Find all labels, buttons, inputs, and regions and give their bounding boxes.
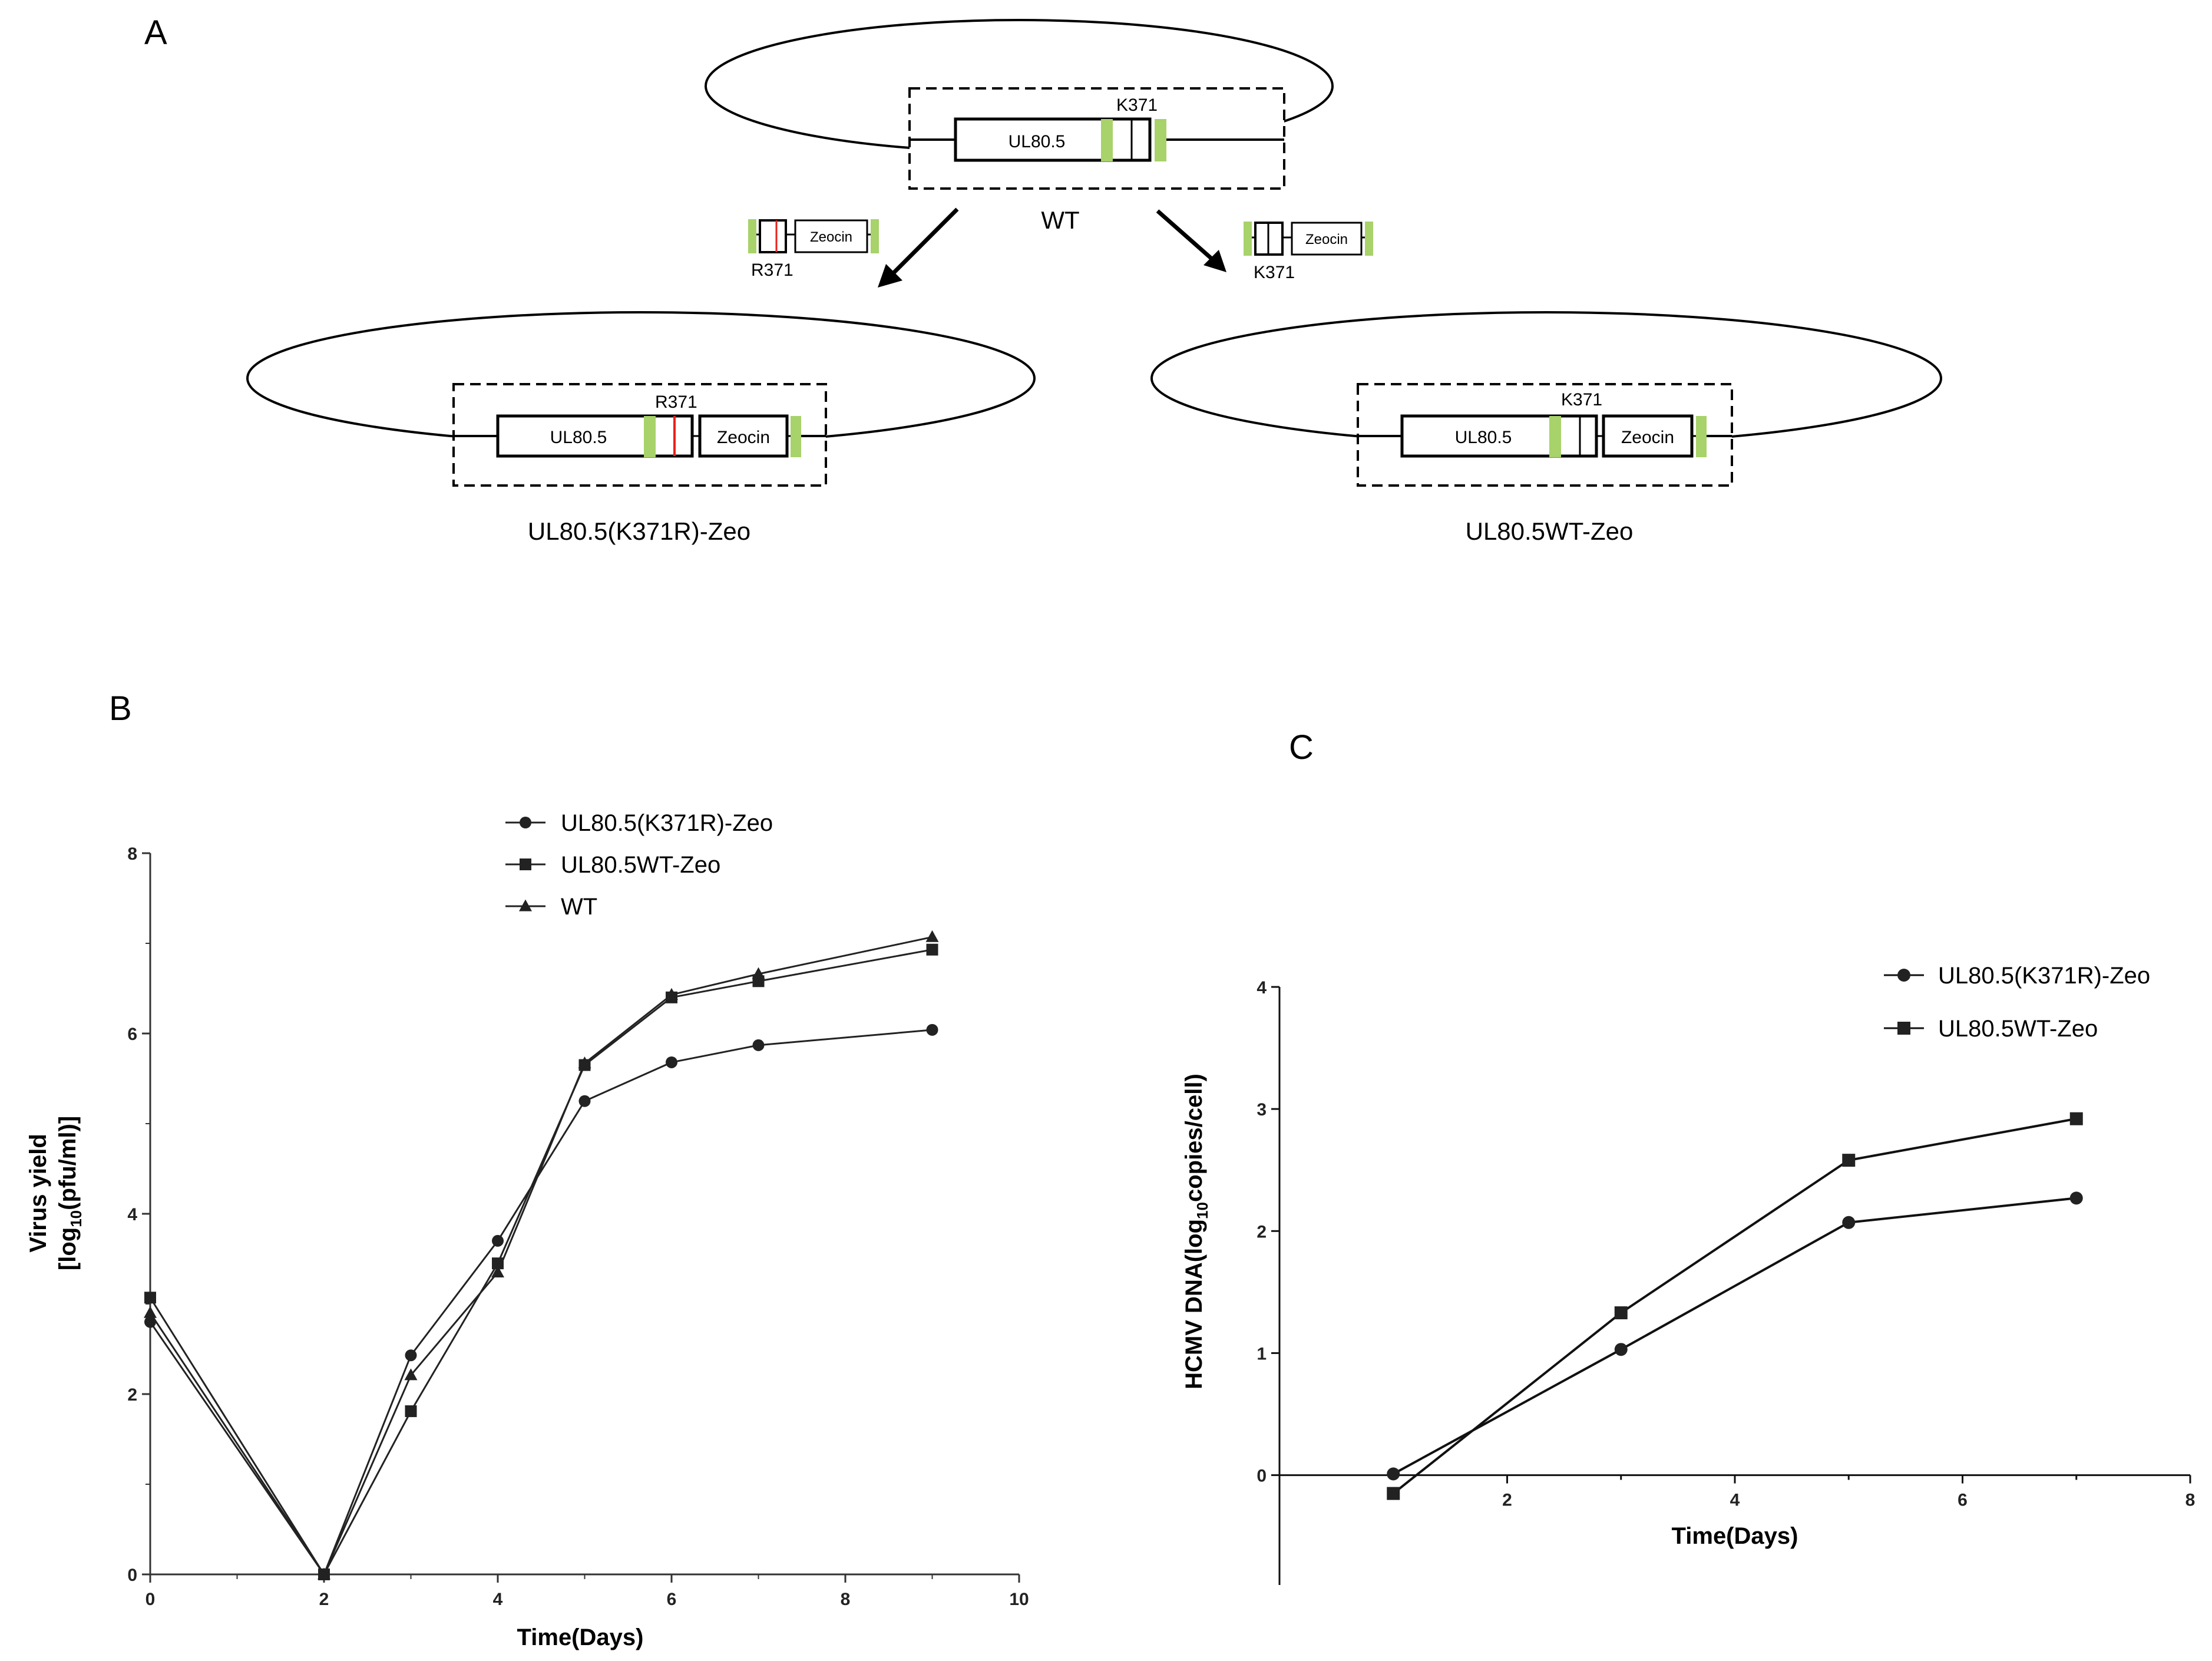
chart-c-y-tick-label: 0 <box>1257 1467 1267 1486</box>
chart-b-point <box>665 988 678 1000</box>
chart-b-legend-label: UL80.5(K371R)-Zeo <box>561 810 773 836</box>
chart-b-y-tick-label: 8 <box>127 844 137 864</box>
left-donor-r371: R371 <box>751 260 793 280</box>
chart-b-point <box>925 930 939 942</box>
chart-b-y-tick-label: 4 <box>127 1205 137 1224</box>
chart-b-legend-marker <box>520 858 531 870</box>
chart-b-ylabel-line2: [log10(pfu/ml)] <box>55 1116 85 1270</box>
chart-c-y-tick-label: 1 <box>1257 1344 1267 1363</box>
chart-c-series-line <box>1393 1117 2077 1495</box>
chart-c-x-tick-label: 8 <box>2185 1491 2196 1510</box>
chart-b-x-tick-label: 4 <box>493 1590 503 1609</box>
chart-b-point <box>405 1349 417 1362</box>
chart-b-x-tick-label: 0 <box>146 1590 156 1609</box>
chart-b-point <box>926 943 938 956</box>
k371r-zeocin: Zeocin <box>717 428 770 447</box>
chart-b-x-tick-label: 2 <box>319 1590 329 1609</box>
left-donor-fragment: Zeocin R371 <box>748 219 879 280</box>
chart-b-y-tick-label: 0 <box>127 1566 137 1585</box>
chart-b-point <box>492 1234 504 1247</box>
chart-b-series-line <box>149 1029 933 1577</box>
chart-b-y-tick-label: 2 <box>127 1385 137 1405</box>
right-donor-zeocin: Zeocin <box>1305 232 1348 247</box>
panel-c: C 2 4 6 8 0 1 2 3 4 UL80.5(K371R)-Zeo UL80.5WT-Zeo… <box>1181 728 2195 1585</box>
chart-b-legend-label: WT <box>561 894 597 920</box>
chart-c-legend-marker <box>1897 969 1910 982</box>
chart-c-ylabel-text: HCMV DNA(log10copies/cell) <box>1181 1074 1211 1389</box>
chart-b-point <box>404 1368 418 1381</box>
left-donor-zeocin: Zeocin <box>810 229 852 245</box>
chart-b-legend-label: UL80.5WT-Zeo <box>561 852 720 878</box>
chart-c-point <box>2069 1191 2083 1205</box>
right-donor-k371: K371 <box>1254 263 1295 282</box>
right-donor-fragment: Zeocin K371 <box>1244 222 1373 282</box>
chart-b-legend-marker <box>519 899 532 912</box>
chart-c-point <box>1842 1216 1856 1229</box>
chart-b-point <box>405 1405 417 1418</box>
chart-c-legend-label: UL80.5(K371R)-Zeo <box>1938 963 2150 989</box>
chart-c-point <box>1614 1306 1628 1320</box>
chart-b-point <box>666 1056 677 1068</box>
chart-b-legend-marker <box>520 817 531 828</box>
wt-plasmid: UL80.5 K371 WT <box>705 19 1334 234</box>
panel-b: B 0 2 4 6 8 10 0 2 4 6 8 UL80.5(K371R)-Zeo UL80.5WT-… <box>25 689 1029 1650</box>
chart-c-x-tick-label: 4 <box>1730 1491 1740 1510</box>
chart-c-xlabel: Time(Days) <box>1672 1523 1798 1549</box>
chart-b-x-tick-label: 6 <box>667 1590 677 1609</box>
chart-b-series-line <box>149 936 933 1577</box>
chart-b-ylabel: Virus yield [log10(pfu/ml)] <box>25 1116 85 1270</box>
chart-b-point <box>752 1039 765 1051</box>
chart-c-y-tick-label: 4 <box>1257 978 1267 998</box>
chart-c-series-line <box>1393 1197 2077 1475</box>
chart-b-x-tick-label: 8 <box>841 1590 851 1609</box>
k371r-gene-label: UL80.5 <box>550 428 607 447</box>
panel-a: A UL80.5 K371 WT <box>144 14 1942 545</box>
chart-c-x-tick-label: 6 <box>1958 1491 1968 1510</box>
chart-b-point <box>578 1095 591 1107</box>
chart-b-point <box>318 1567 330 1580</box>
chart-c-point <box>1614 1343 1628 1356</box>
wt-gene-label: UL80.5 <box>1009 132 1066 151</box>
chart-c-point <box>2069 1112 2083 1125</box>
chart-b-point <box>144 1316 156 1328</box>
chart-b-point <box>752 967 765 979</box>
arrows <box>878 207 1226 288</box>
chart-b-point <box>144 1292 156 1304</box>
chart-c-x-tick-label: 2 <box>1502 1491 1512 1510</box>
chart-c-point <box>1842 1154 1856 1167</box>
chart-c-point <box>1387 1487 1400 1500</box>
k371r-r371-label: R371 <box>655 392 697 412</box>
wt-zeo-zeocin: Zeocin <box>1621 428 1674 447</box>
chart-c-y-tick-label: 2 <box>1257 1222 1267 1241</box>
chart-c-ylabel: HCMV DNA(log10copies/cell) <box>1181 1074 1211 1389</box>
chart-c-legend-marker <box>1897 1022 1910 1035</box>
k371r-plasmid: UL80.5 Zeocin R371 UL80.5(K371R)-Zeo <box>246 311 1036 545</box>
panel-c-letter: C <box>1289 728 1314 767</box>
chart-b-y-tick-label: 6 <box>127 1025 137 1044</box>
wt-zeo-gene-label: UL80.5 <box>1455 428 1512 447</box>
k371r-caption: UL80.5(K371R)-Zeo <box>528 517 750 545</box>
chart-c-legend-label: UL80.5WT-Zeo <box>1938 1016 2098 1042</box>
wt-zeo-k371-label: K371 <box>1561 390 1602 410</box>
chart-b-plot: 0 2 4 6 8 10 0 2 4 6 8 UL80.5(K371R)-Zeo UL80.5WT-Ze… <box>127 810 1029 1609</box>
chart-b-point <box>491 1265 504 1277</box>
wt-zeo-plasmid: UL80.5 Zeocin K371 UL80.5WT-Zeo <box>1150 311 1942 545</box>
chart-b-point <box>578 1056 591 1068</box>
wt-k371-label: K371 <box>1116 95 1158 115</box>
wt-zeo-caption: UL80.5WT-Zeo <box>1466 517 1634 545</box>
chart-c-point <box>1387 1467 1400 1481</box>
chart-c-plot: 2 4 6 8 0 1 2 3 4 UL80.5(K371R)-Zeo UL80.5WT-Zeo <box>1257 963 2195 1585</box>
chart-b-point <box>144 1306 157 1318</box>
wt-label: WT <box>1041 206 1079 234</box>
chart-b-xlabel: Time(Days) <box>517 1624 644 1650</box>
panel-a-letter: A <box>144 14 167 52</box>
panel-b-letter: B <box>109 689 132 728</box>
chart-b-series-line <box>149 949 933 1576</box>
chart-b-point <box>926 1023 938 1036</box>
chart-c-y-tick-label: 3 <box>1257 1100 1267 1120</box>
chart-b-ylabel-line1: Virus yield <box>25 1134 51 1253</box>
chart-b-x-tick-label: 10 <box>1009 1590 1029 1609</box>
